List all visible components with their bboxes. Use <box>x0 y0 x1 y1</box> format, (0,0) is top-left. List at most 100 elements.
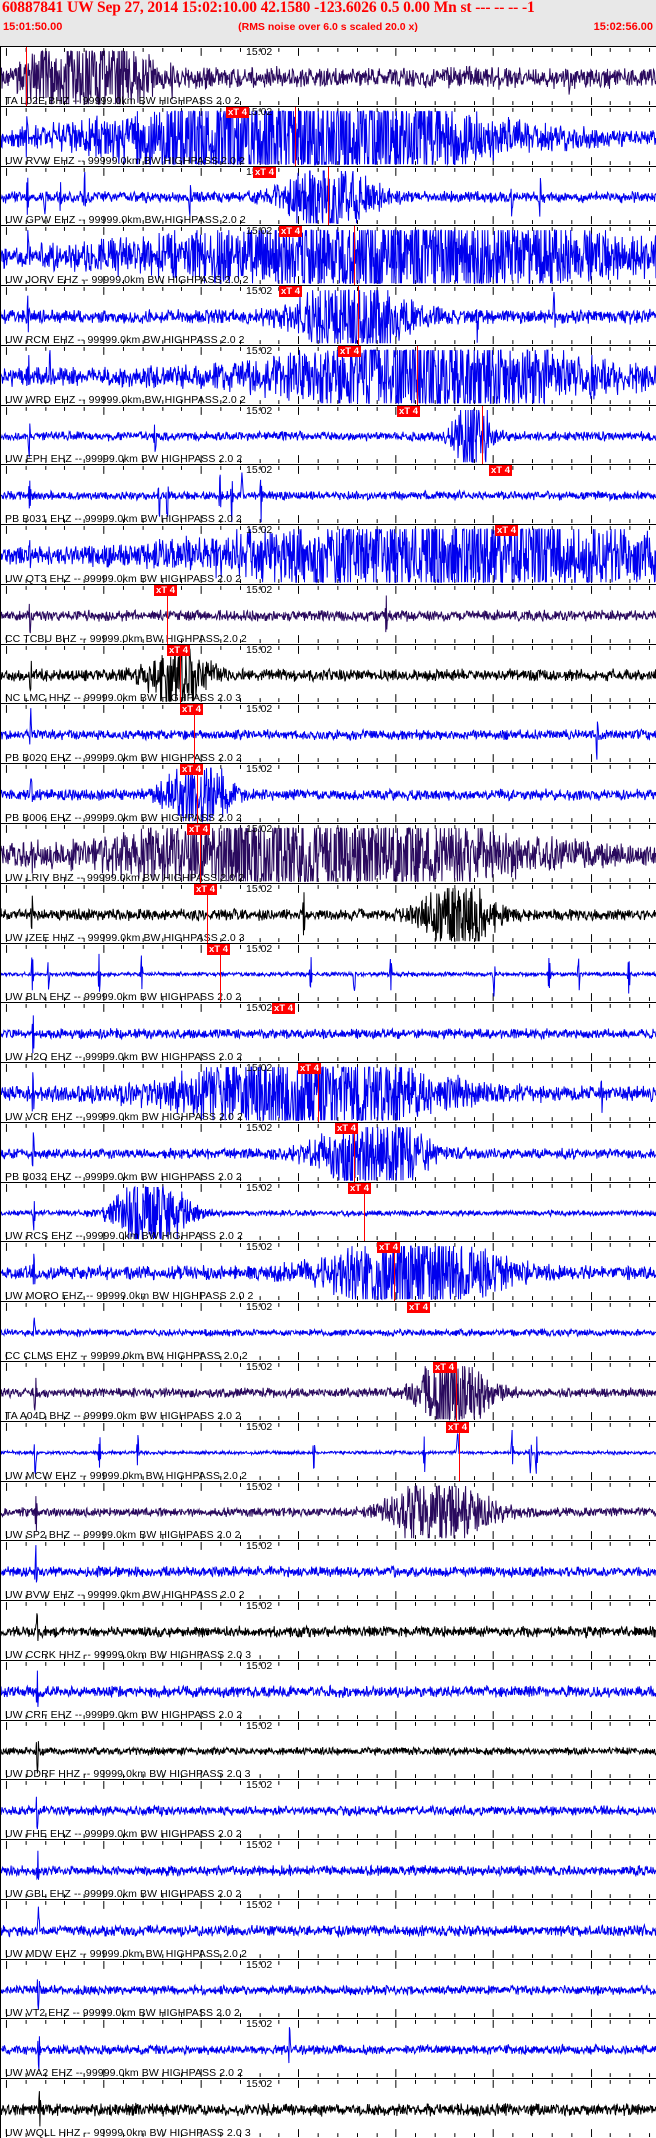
trace-row[interactable]: 15:02 xT 4 UW MCW EHZ -- 99999.0km BW HIGH… <box>0 1421 656 1481</box>
amplitude-scale-badge[interactable]: xT 4 <box>194 884 218 895</box>
phase-pick-line[interactable] <box>295 107 296 166</box>
trace-row[interactable]: 15:02 UW MDW EHZ -- 99999.0km BW HIGHPASS… <box>0 1899 656 1959</box>
amplitude-scale-badge[interactable]: xT 4 <box>495 525 519 536</box>
amplitude-scale-badge[interactable]: xT 4 <box>279 286 303 297</box>
time-ticks <box>5 1900 651 1959</box>
phase-pick-line[interactable] <box>207 884 208 943</box>
phase-pick-line[interactable] <box>26 47 27 106</box>
time-tick-label: 15:02 <box>246 883 273 895</box>
amplitude-scale-badge[interactable]: xT 4 <box>180 704 204 715</box>
phase-pick-line[interactable] <box>197 764 198 823</box>
waveform <box>0 527 656 584</box>
amplitude-scale-badge[interactable]: xT 4 <box>154 585 178 596</box>
amplitude-scale-badge[interactable]: xT 4 <box>348 1183 372 1194</box>
trace-row[interactable]: 15:02 xT 4 PB B020 EHZ -- 99999.0km BW HIG… <box>0 703 656 763</box>
trace-row[interactable]: 15:02 xT 4 UW RCS EHZ -- 99999.0km BW HIGH… <box>0 1182 656 1241</box>
time-ticks <box>6 645 650 703</box>
trace-row[interactable]: 15:02 xT 4 UW QT3 EHZ -- 99999.0km BW HIGH… <box>0 524 656 584</box>
row-left-border <box>0 1721 1 1779</box>
amplitude-scale-badge[interactable]: xT 4 <box>180 764 204 775</box>
amplitude-scale-badge[interactable]: xT 4 <box>272 1003 296 1014</box>
phase-pick-line[interactable] <box>354 1123 355 1182</box>
trace-row[interactable]: 15:02 UW CRF EHZ -- 99999.0km BW HIGHPASS… <box>0 1660 656 1720</box>
time-tick-label: 15:02 <box>246 464 273 476</box>
phase-pick-line[interactable] <box>200 824 201 883</box>
trace-station-label: CC TCBU BHZ -- 99999.0km BW HIGHPASS 2.0… <box>5 633 247 645</box>
trace-station-label: UW VCR EHZ -- 99999.0km BW HIGHPASS 2.0 … <box>5 1111 243 1123</box>
trace-row[interactable]: 15:02 xT 4 CC CLMS EHZ -- 99999.0km BW HIG… <box>0 1301 656 1361</box>
trace-row[interactable]: 15:02 xT 4 UW VCR EHZ -- 99999.0km BW HIGH… <box>0 1062 656 1122</box>
phase-pick-line[interactable] <box>394 1242 395 1301</box>
trace-row[interactable]: 15:02 xT 4 PB B032 EHZ -- 99999.0km BW HIG… <box>0 1122 656 1182</box>
row-left-border <box>0 1960 1 2018</box>
phase-pick-line[interactable] <box>180 645 181 703</box>
trace-row[interactable]: 15:02 UW BVW EHZ -- 99999.0km BW HIGHPASS… <box>0 1540 656 1600</box>
trace-row[interactable]: 15:02 xT 4 CC TCBU BHZ -- 99999.0km BW HIG… <box>0 584 656 644</box>
phase-pick-line[interactable] <box>482 406 483 464</box>
trace-row[interactable]: 15:02 UW CCRK HHZ -- 99999.0km BW HIGHPAS… <box>0 1600 656 1660</box>
trace-row[interactable]: 15:02 xT 4 PB B031 EHZ -- 99999.0km BW HIG… <box>0 464 656 524</box>
amplitude-scale-badge[interactable]: xT 4 <box>397 406 421 417</box>
amplitude-scale-badge[interactable]: xT 4 <box>187 824 211 835</box>
amplitude-scale-badge[interactable]: xT 4 <box>167 645 191 656</box>
phase-pick-line[interactable] <box>167 585 168 644</box>
trace-row[interactable]: 15:02 UW WA2 EHZ -- 99999.0km BW HIGHPASS… <box>0 2018 656 2078</box>
trace-row[interactable]: 15:02 xT 4 PB B006 EHZ -- 99999.0km BW HIG… <box>0 763 656 823</box>
trace-row[interactable]: 15:02 xT 4 TA A04D BHZ -- 99999.0km BW HIG… <box>0 1361 656 1421</box>
trace-station-label: UW H2O EHZ -- 99999.0km BW HIGHPASS 2.0 … <box>5 1051 243 1063</box>
trace-row[interactable]: 15:02 UW GBL EHZ -- 99999.0km BW HIGHPASS… <box>0 1839 656 1899</box>
trace-station-label: UW WA2 EHZ -- 99999.0km BW HIGHPASS 2.0 … <box>5 2067 244 2079</box>
trace-row[interactable]: 15:02 xT 4 UW LRIV BHZ -- 99999.0km BW HIG… <box>0 823 656 883</box>
amplitude-scale-badge[interactable]: xT 4 <box>335 1123 359 1134</box>
phase-pick-line[interactable] <box>354 226 355 285</box>
trace-row[interactable]: 15:02 xT 4 UW RVW EHZ -- 99999.0km BW HIGH… <box>0 106 656 166</box>
amplitude-scale-badge[interactable]: xT 4 <box>226 107 250 118</box>
trace-row[interactable]: 15:02 xT 4 UW BLN EHZ -- 99999.0km BW HIGH… <box>0 943 656 1002</box>
phase-pick-line[interactable] <box>358 286 359 345</box>
phase-pick-line[interactable] <box>417 346 418 405</box>
phase-pick-line[interactable] <box>318 1063 319 1122</box>
amplitude-scale-badge[interactable]: xT 4 <box>207 944 231 955</box>
amplitude-scale-badge[interactable]: xT 4 <box>298 1063 322 1074</box>
phase-pick-line[interactable] <box>220 944 221 1002</box>
trace-row[interactable]: 15:02 UW SP2 BHZ -- 99999.0km BW HIGHPASS… <box>0 1481 656 1540</box>
trace-row[interactable]: 15:02 xT 4 UW RCM EHZ -- 99999.0km BW HIGH… <box>0 285 656 345</box>
trace-row[interactable]: 15:02 xT 4 UW IZEE HHZ -- 99999.0km BW HIG… <box>0 883 656 943</box>
amplitude-scale-badge[interactable]: xT 4 <box>338 346 362 357</box>
trace-row[interactable]: 15:02 UW FHE EHZ -- 99999.0km BW HIGHPASS… <box>0 1779 656 1839</box>
amplitude-scale-badge[interactable]: xT 4 <box>279 226 303 237</box>
amplitude-scale-badge[interactable]: xT 4 <box>407 1302 431 1313</box>
trace-station-label: UW RCS EHZ -- 99999.0km BW HIGHPASS 2.0 … <box>5 1230 243 1242</box>
phase-pick-line[interactable] <box>364 1183 365 1241</box>
trace-list: 15:02 TA L02E BHZ -- 99999.0km BW HIGHPAS… <box>0 46 656 2138</box>
amplitude-scale-badge[interactable]: xT 4 <box>433 1362 457 1373</box>
row-left-border <box>0 1900 1 1959</box>
trace-row[interactable]: 15:02 TA L02E BHZ -- 99999.0km BW HIGHPAS… <box>0 46 656 106</box>
amplitude-scale-badge[interactable]: xT 4 <box>489 465 513 476</box>
trace-row[interactable]: 15:02 UW WQLL HHZ -- 99999.0km BW HIGHPAS… <box>0 2078 656 2138</box>
row-left-border <box>0 764 1 823</box>
amplitude-scale-badge[interactable]: xT 4 <box>253 167 277 178</box>
phase-pick-line[interactable] <box>328 167 329 225</box>
trace-row[interactable]: 15:02 xT 4 UW WRD EHZ -- 99999.0km BW HIGH… <box>0 345 656 405</box>
trace-row[interactable]: 15:02 xT 4 UW MORO EHZ -- 99999.0km BW HIG… <box>0 1241 656 1301</box>
amplitude-scale-badge[interactable]: xT 4 <box>446 1422 470 1433</box>
time-tick-label: 15:02 <box>246 763 273 775</box>
waveform <box>0 2027 656 2070</box>
trace-row[interactable]: 15:02 UW VT2 EHZ -- 99999.0km BW HIGHPASS… <box>0 1959 656 2018</box>
trace-row[interactable]: 15:02 xT 4 NC LMC HHZ -- 99999.0km BW HIGH… <box>0 644 656 703</box>
trace-row[interactable]: 15:02 UW DDRF HHZ -- 99999.0km BW HIGHPAS… <box>0 1720 656 1779</box>
trace-row[interactable]: 15:02 xT 4 UW JORV EHZ -- 99999.0km BW HIG… <box>0 225 656 285</box>
phase-pick-line[interactable] <box>194 704 195 763</box>
phase-pick-line[interactable] <box>456 1362 457 1421</box>
trace-row[interactable]: 15:02 xT 4 UW H2O EHZ -- 99999.0km BW HIGH… <box>0 1002 656 1062</box>
phase-pick-line[interactable] <box>459 1422 460 1481</box>
time-ticks <box>6 1482 650 1540</box>
row-left-border <box>0 107 1 166</box>
row-left-border <box>0 1661 1 1720</box>
amplitude-scale-badge[interactable]: xT 4 <box>377 1242 401 1253</box>
trace-row[interactable]: 15:02 xT 4 UW EPH EHZ -- 99999.0km BW HIGH… <box>0 405 656 464</box>
time-tick-label: 15:02 <box>246 1182 273 1194</box>
